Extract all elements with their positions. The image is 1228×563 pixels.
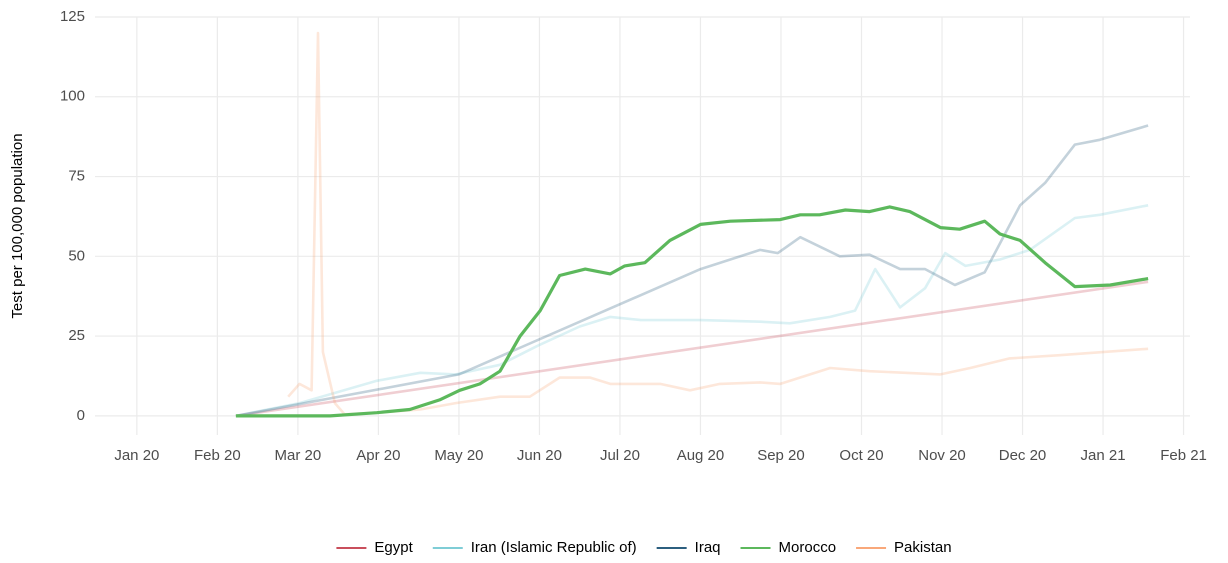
legend-label: Iran (Islamic Republic of) — [471, 539, 637, 556]
x-tick-label: Jun 20 — [517, 447, 562, 464]
legend-label: Pakistan — [894, 539, 952, 556]
x-tick-label: Oct 20 — [839, 447, 883, 464]
legend-label: Morocco — [779, 539, 837, 556]
legend: Egypt Iran (Islamic Republic of) Iraq Moroc… — [336, 539, 952, 556]
x-tick-label: Jan 21 — [1081, 447, 1126, 464]
y-tick-label: 75 — [68, 168, 85, 185]
y-tick-label: 100 — [60, 88, 85, 105]
x-tick-label: Sep 20 — [757, 447, 805, 464]
x-tick-label: Nov 20 — [918, 447, 966, 464]
line — [235, 204, 1149, 418]
line — [235, 280, 1149, 418]
y-tick-label: 125 — [60, 8, 85, 25]
legend-label: Egypt — [374, 539, 413, 556]
x-tick-label: Jan 20 — [114, 447, 159, 464]
line — [235, 205, 1149, 418]
line — [235, 124, 1149, 418]
x-tick-label: Aug 20 — [677, 447, 725, 464]
x-tick-label: Jul 20 — [600, 447, 640, 464]
x-tick-label: Mar 20 — [275, 447, 322, 464]
x-tick-label: May 20 — [434, 447, 483, 464]
legend-label: Iraq — [695, 539, 721, 556]
x-tick-label: Dec 20 — [999, 447, 1047, 464]
x-tick-label: Feb 20 — [194, 447, 241, 464]
y-axis-label: Test per 100,000 population — [9, 133, 26, 318]
y-tick-label: 50 — [68, 247, 85, 264]
y-tick-label: 0 — [77, 407, 85, 424]
y-tick-label: 25 — [68, 327, 85, 344]
x-tick-label: Apr 20 — [356, 447, 400, 464]
line — [287, 31, 1149, 416]
x-tick-label: Feb 21 — [1160, 447, 1207, 464]
